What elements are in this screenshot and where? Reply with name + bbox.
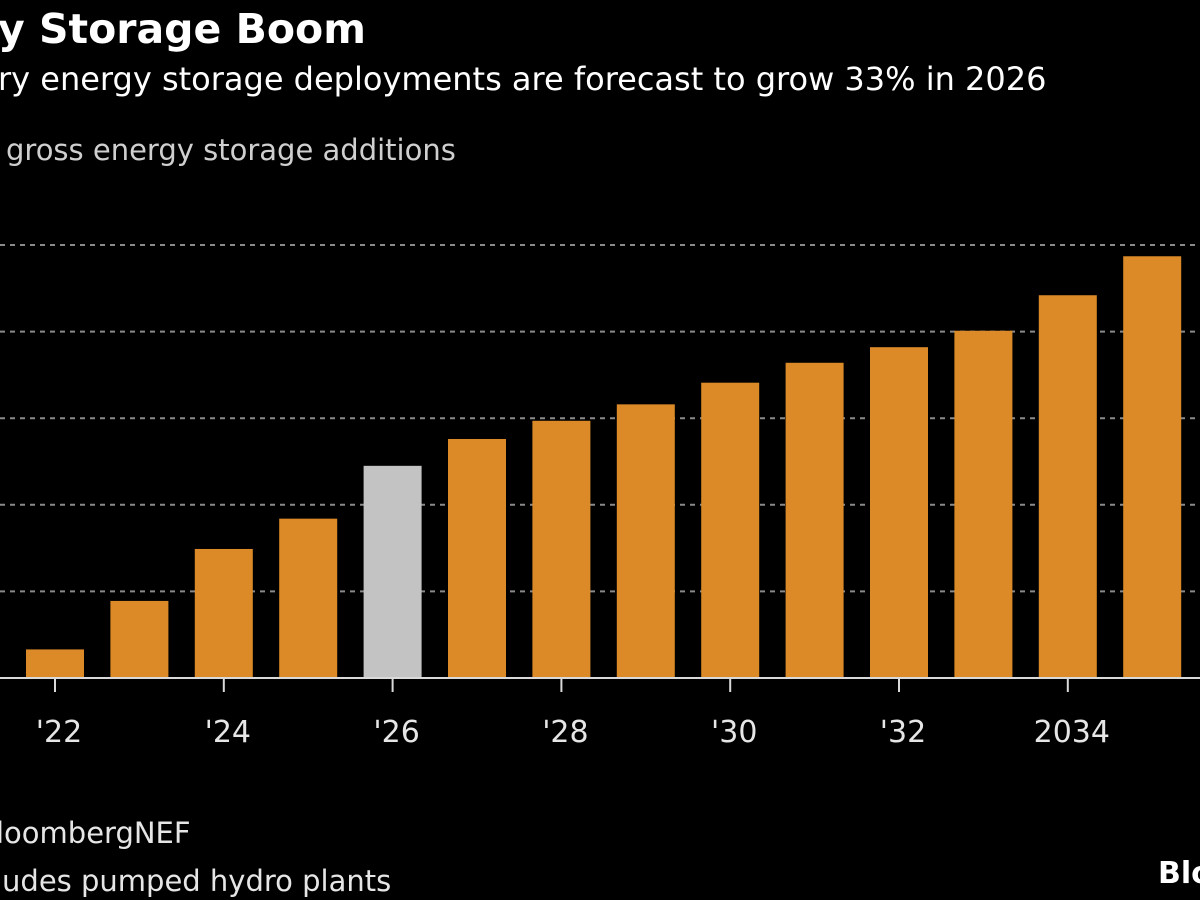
bar-2032 [870, 347, 928, 678]
bar-2023 [110, 600, 169, 678]
footnote: ludes pumped hydro plants [0, 864, 391, 898]
bar-2029 [616, 404, 675, 678]
x-tick-label: '30 [711, 715, 757, 750]
bar-2034 [1038, 295, 1097, 678]
x-tick-label: '24 [205, 715, 251, 750]
bar-2026 [363, 465, 422, 678]
x-tick-label: '26 [373, 715, 419, 750]
chart-title: y Storage Boom [0, 5, 366, 53]
x-axis-ticks: '22 '24 '26 '28 '30 '32 2034 [36, 678, 1110, 750]
bar-2033 [954, 330, 1013, 678]
bar-2030 [701, 382, 760, 678]
bar-2025 [279, 518, 338, 678]
source-note: loombergNEF [0, 816, 191, 850]
x-tick-label: 2034 [1034, 715, 1110, 750]
bar-2028 [532, 420, 591, 678]
bar-2031 [785, 362, 844, 678]
y-axis-label: gross energy storage additions [6, 133, 456, 167]
x-tick-label: '32 [880, 715, 926, 750]
x-tick-label: '28 [542, 715, 588, 750]
bar-2022 [26, 649, 84, 678]
bars [26, 256, 1182, 678]
bar-2035 [1123, 256, 1182, 678]
gridlines [0, 244, 1200, 593]
bar-2024 [194, 548, 253, 678]
bloomberg-logo: Blo [1158, 856, 1200, 891]
x-tick-label: '22 [36, 715, 82, 750]
bar-2027 [448, 438, 506, 678]
chart-subtitle: ry energy storage deployments are foreca… [0, 60, 1046, 98]
